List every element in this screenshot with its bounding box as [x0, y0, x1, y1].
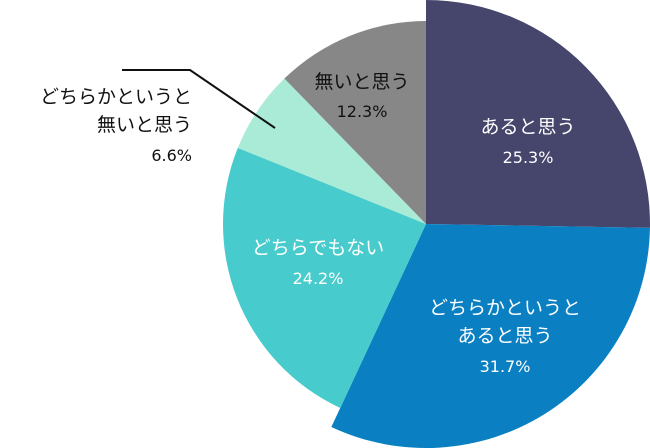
pie-slice-1 [331, 224, 650, 448]
slice-label-1-line-1: あると思う [457, 325, 552, 347]
slice-label-3-line-1: 無いと思う [97, 114, 192, 136]
slice-label-4-line-0: 無いと思う [314, 71, 409, 93]
slice-label-0-line-0: あると思う [480, 116, 575, 138]
pie-slice-0 [426, 0, 650, 228]
slice-value-3: 6.6% [151, 146, 192, 165]
leader-line [122, 69, 276, 129]
slice-value-1: 31.7% [480, 357, 531, 376]
slice-label-2-line-0: どちらでもない [252, 237, 384, 259]
pie-slice-2 [223, 147, 426, 408]
slice-value-4: 12.3% [337, 102, 388, 121]
slice-value-2: 24.2% [293, 269, 344, 288]
slice-label-3-line-0: どちらかというと [40, 86, 192, 108]
pie-slice-4 [284, 21, 426, 224]
slice-label-1-line-0: どちらかというと [429, 297, 581, 319]
pie-slice-3 [237, 78, 426, 224]
slice-value-0: 25.3% [503, 148, 554, 167]
